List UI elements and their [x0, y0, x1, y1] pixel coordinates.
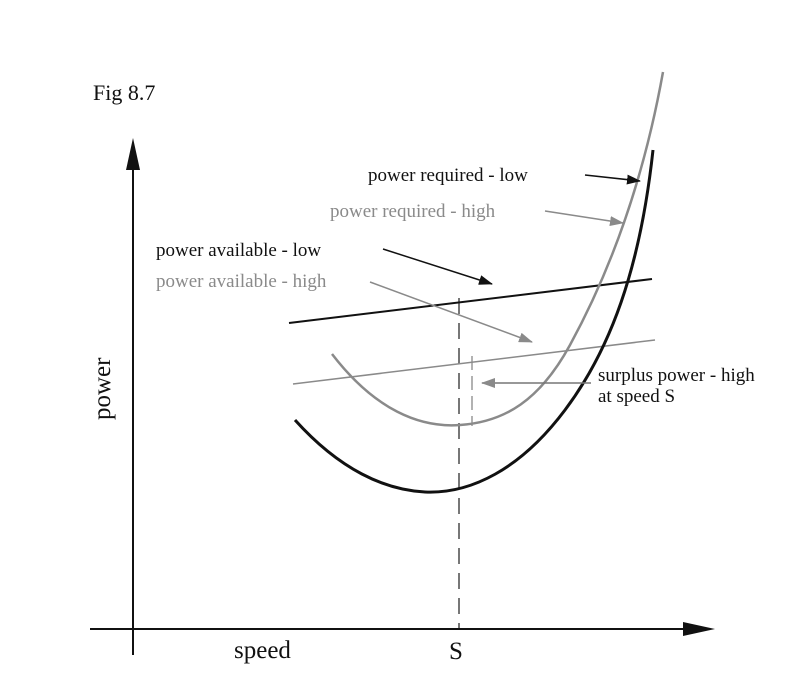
label-power-required-high: power required - high: [330, 201, 496, 222]
label-surplus-line1: surplus power - high: [598, 365, 755, 386]
arrow-power-required-low: [584, 174, 641, 185]
y-axis-label: power: [89, 357, 116, 420]
label-power-required-low: power required - low: [368, 165, 528, 186]
arrow-power-required-high: [544, 210, 624, 226]
label-surplus-line2: at speed S: [598, 386, 675, 407]
power-available-low-line: [288, 278, 653, 324]
power-required-low-curve: [293, 149, 655, 494]
power-required-high-curve: [331, 71, 665, 427]
x-tick-label-s: S: [449, 638, 463, 665]
arrow-power-available-low: [382, 248, 493, 285]
label-power-available-low: power available - low: [156, 240, 321, 261]
figure-title: Fig 8.7: [93, 80, 155, 105]
label-power-available-high: power available - high: [156, 271, 327, 292]
x-axis-arrowhead: [683, 622, 715, 636]
y-axis-arrowhead: [126, 138, 140, 170]
arrow-power-available-high: [369, 281, 533, 343]
x-axis-label: speed: [234, 637, 291, 664]
power-available-high-line: [292, 339, 656, 385]
